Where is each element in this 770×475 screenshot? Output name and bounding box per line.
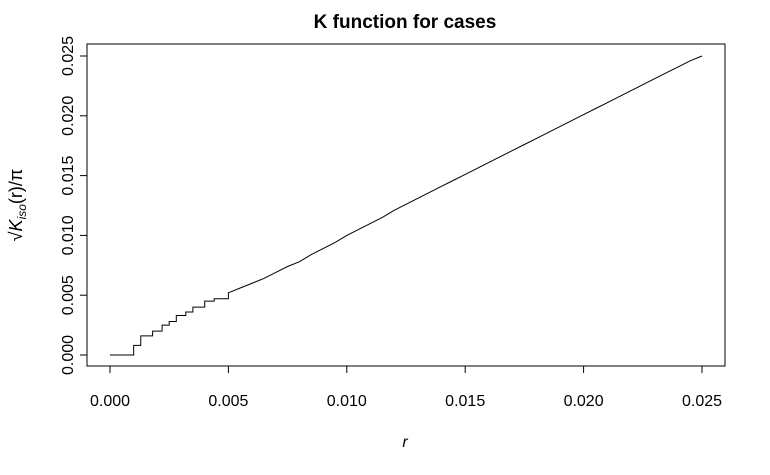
x-tick-label: 0.015 bbox=[445, 393, 485, 410]
x-tick-label: 0.000 bbox=[90, 393, 130, 410]
y-tick-label: 0.020 bbox=[60, 96, 77, 136]
plot-frame bbox=[86, 43, 726, 367]
x-tick-label: 0.025 bbox=[682, 393, 722, 410]
x-tick-label: 0.010 bbox=[327, 393, 367, 410]
y-tick-label: 0.010 bbox=[60, 215, 77, 255]
x-axis: 0.000 0.005 0.010 0.015 0.020 0.025 bbox=[90, 365, 722, 410]
chart-title: K function for cases bbox=[314, 12, 497, 33]
x-tick-label: 0.020 bbox=[564, 393, 604, 410]
y-label-argument: (r) bbox=[6, 186, 26, 204]
y-label-subscript: iso bbox=[15, 204, 29, 220]
y-tick-label: 0.015 bbox=[60, 155, 77, 195]
y-label-symbol: K bbox=[6, 218, 26, 231]
y-tick-label: 0.000 bbox=[60, 335, 77, 375]
series-line bbox=[110, 55, 703, 356]
y-label-radical: √ bbox=[6, 231, 26, 241]
y-label-divisor: /π bbox=[6, 169, 26, 186]
y-tick-label: 0.025 bbox=[60, 36, 77, 76]
y-axis-label: √Kiso(r)/π bbox=[6, 169, 29, 242]
y-axis: 0.000 0.005 0.010 0.015 0.020 0.025 bbox=[60, 36, 88, 375]
y-tick-label: 0.005 bbox=[60, 275, 77, 315]
x-axis-label: r bbox=[402, 434, 408, 451]
x-tick-label: 0.005 bbox=[208, 393, 248, 410]
